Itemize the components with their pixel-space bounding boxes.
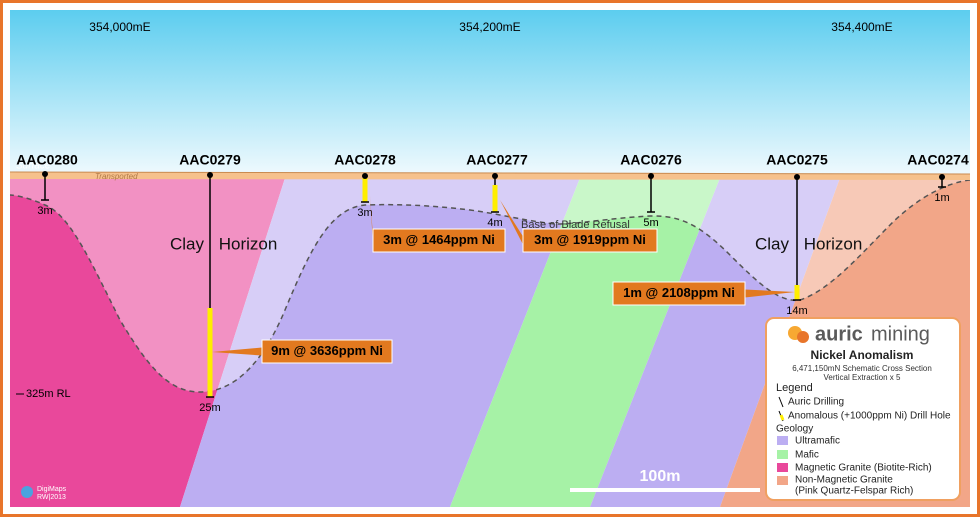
surface-line: [10, 171, 970, 175]
credit-logo: [21, 486, 33, 498]
hole-id: AAC0274: [907, 152, 969, 168]
transported-label: Transported: [95, 172, 138, 181]
intercept-label: 9m @ 3636ppm Ni: [271, 343, 383, 358]
callout-box: [612, 281, 746, 306]
legend-item: (Pink Quartz-Felspar Rich): [795, 486, 913, 497]
legend-icon: [778, 396, 784, 408]
collar: [207, 172, 213, 178]
surface-label: Surface: [16, 161, 51, 172]
credit: DigiMaps: [37, 486, 67, 493]
mafic: [450, 178, 720, 507]
hole-id: AAC0277: [466, 152, 528, 168]
intercepts: 3m @ 1464ppm Ni 3m @ 1919ppm Ni 9m @ 3636p…: [212, 195, 795, 364]
hole-depth: 25m: [199, 402, 220, 414]
callout-box: [372, 228, 506, 253]
hole-depth: 14m: [786, 305, 807, 317]
easting-label: 354,000mE: [89, 20, 150, 34]
hole-id: AAC0280: [16, 152, 78, 168]
legend-item: Mafic: [795, 450, 819, 461]
drill-holes: AAC0280 3m AAC0279 25m AAC0278 3m AAC0277 4m AAC…: [16, 152, 969, 414]
callout-pointer: [745, 289, 795, 298]
clay-horizon-label: Clay Horizon: [170, 234, 277, 253]
legend-item: Anomalous (+1000ppm Ni) Drill Hole: [788, 411, 951, 422]
legend-swatch: [777, 436, 788, 445]
collar: [492, 173, 498, 179]
callout-pointer: [500, 200, 523, 245]
hole-depth: 4m: [487, 217, 502, 229]
intercept-label: 3m @ 1464ppm Ni: [383, 232, 495, 247]
legend-item: Ultramafic: [795, 436, 840, 447]
callout-box: [522, 228, 658, 253]
clay-horizon-label: Clay Horizon: [755, 234, 862, 253]
collar: [794, 174, 800, 180]
logo-mark: [797, 331, 809, 343]
collar: [648, 173, 654, 179]
scale-label: 100m: [640, 468, 681, 485]
callout-box: [261, 339, 393, 364]
hole-id: AAC0275: [766, 152, 828, 168]
legend-subtitle: 6,471,150mN Schematic Cross Section: [792, 364, 932, 373]
magnetic-granite: [10, 178, 285, 507]
legend-heading: Geology: [776, 424, 813, 435]
collar: [362, 173, 368, 179]
hole-depth: 3m: [357, 207, 372, 219]
legend-heading: Legend: [776, 382, 813, 394]
scale-bar: [570, 488, 760, 492]
legend-icon: [779, 414, 785, 421]
base-of-refusal-label: Base of Blade Refusal: [521, 219, 630, 231]
ultramafic: [590, 178, 840, 507]
legend-swatch: [777, 450, 788, 459]
intercept-label: 3m @ 1919ppm Ni: [534, 232, 646, 247]
legend-swatch: [777, 463, 788, 472]
legend-swatch: [777, 476, 788, 485]
hole-id: AAC0276: [620, 152, 682, 168]
clay-zone: [10, 178, 970, 392]
hole-depth: 3m: [37, 205, 52, 217]
hole-id: AAC0279: [179, 152, 241, 168]
legend: auric mining Nickel Anomalism 6,471,150m…: [765, 317, 961, 501]
hole-id: AAC0278: [334, 152, 396, 168]
collar: [939, 174, 945, 180]
callout-pointer: [370, 195, 373, 245]
legend-item: Non-Magnetic Granite: [795, 475, 893, 486]
credit: RW|2013: [37, 494, 66, 501]
logo-text: auric: [815, 323, 863, 345]
collar: [42, 171, 48, 177]
hole-depth: 5m: [643, 217, 658, 229]
legend-title: Nickel Anomalism: [811, 348, 914, 362]
logo-text: mining: [871, 323, 930, 345]
legend-item: Magnetic Granite (Biotite-Rich): [795, 463, 932, 474]
sky: [10, 10, 970, 180]
intercept-label: 1m @ 2108ppm Ni: [623, 285, 735, 300]
legend-box: [765, 317, 961, 501]
legend-subtitle: Vertical Extraction x 5: [824, 373, 901, 382]
hole-depth: 1m: [934, 192, 949, 204]
legend-item: Auric Drilling: [788, 397, 844, 408]
easting-label: 354,400mE: [831, 20, 892, 34]
callout-pointer: [212, 347, 262, 356]
rl-label: 325m RL: [26, 388, 71, 400]
easting-label: 354,200mE: [459, 20, 520, 34]
